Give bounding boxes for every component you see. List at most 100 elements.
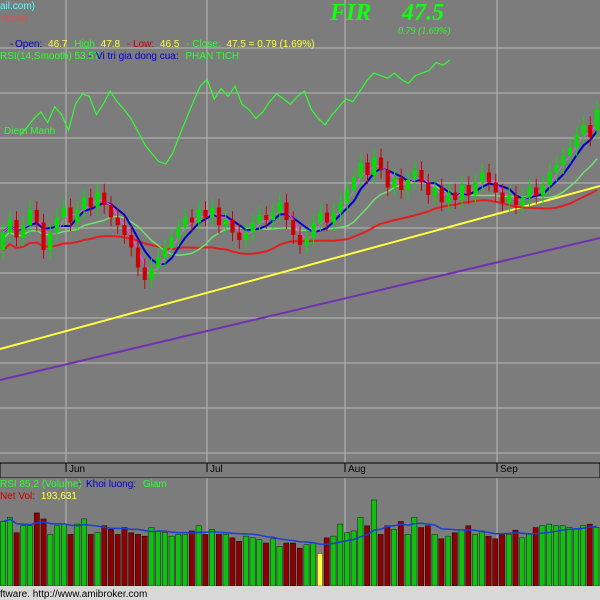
candle-body-10 (68, 207, 73, 223)
candle-46 (311, 213, 316, 247)
candle-body-78 (527, 187, 532, 198)
volume-bar-55 (371, 499, 377, 587)
candle-48 (324, 203, 330, 232)
volume-bar-72 (485, 535, 492, 587)
candle-body-47 (318, 212, 323, 223)
volume-bar-31 (209, 529, 215, 587)
candle-31 (210, 198, 215, 227)
volume-bar-66 (445, 535, 451, 587)
candle-37 (250, 213, 255, 242)
candle-body-70 (473, 182, 478, 195)
last-price: 47.5 (401, 0, 444, 26)
candle-body-56 (378, 157, 384, 170)
candle-body-69 (466, 185, 471, 195)
footer-band (0, 586, 600, 600)
volume-bar-23 (155, 530, 161, 587)
candle-body-22 (149, 267, 154, 280)
candle-7 (48, 223, 53, 259)
annotation-diem-manh: Diem Manh (4, 126, 55, 137)
volume-bar-8 (54, 525, 60, 587)
volume-bar-69 (465, 525, 472, 587)
candle-body-48 (324, 212, 330, 223)
volume-bar-88 (593, 527, 600, 587)
volume-bar-33 (222, 534, 229, 587)
candle-body-37 (250, 222, 255, 233)
tick-label-jul: Jul (210, 464, 223, 475)
candle-body-36 (243, 232, 249, 240)
volume-bar-60 (404, 534, 411, 587)
candle-24 (162, 238, 168, 267)
candle-14 (95, 183, 100, 217)
volume-bar-44 (296, 547, 303, 587)
candle-body-4 (27, 210, 33, 225)
candle-body-6 (41, 222, 46, 250)
volume-bar-37 (249, 537, 256, 587)
candle-10 (68, 198, 73, 232)
candle-65 (439, 178, 444, 212)
volume-bar-7 (47, 534, 54, 587)
candle-27 (183, 208, 188, 237)
candle-6 (41, 213, 46, 259)
candle-85 (574, 126, 579, 157)
volume-bar-59 (398, 521, 404, 587)
ma-vlong-line (0, 237, 600, 381)
candle-body-46 (311, 222, 316, 238)
candle-68 (459, 176, 465, 209)
volume-bar-14 (94, 532, 101, 587)
volume-bar-47 (317, 553, 323, 587)
candle-32 (216, 198, 222, 234)
candle-body-2 (14, 220, 19, 238)
vtg-value: PHAN TICH (185, 51, 239, 62)
candle-body-51 (345, 190, 350, 203)
rsi-partial-label: RSI(14,Smooth) 53.57 (0, 51, 100, 62)
volume-bar-56 (377, 534, 384, 587)
volume-bar-4 (27, 525, 33, 587)
candle-60 (405, 171, 411, 199)
candle-13 (88, 188, 93, 217)
candle-30 (203, 201, 208, 227)
candle-2 (14, 211, 19, 247)
candle-body-5 (34, 210, 39, 223)
volume-bar-24 (162, 532, 168, 587)
candle-87 (588, 116, 593, 147)
candle-36 (243, 223, 249, 249)
candle-34 (230, 211, 235, 242)
volume-bar-46 (310, 542, 317, 587)
candle-38 (257, 206, 262, 232)
candle-body-65 (439, 187, 444, 203)
candle-body-11 (75, 210, 80, 223)
candle-body-72 (486, 172, 492, 183)
volume-bar-79 (532, 527, 539, 587)
candle-0 (0, 223, 6, 259)
candle-body-43 (291, 220, 296, 235)
candle-40 (270, 203, 276, 229)
volume-bar-34 (229, 537, 236, 587)
volume-bar-20 (135, 534, 141, 587)
close-label: Close: (192, 39, 220, 50)
volume-bar-16 (108, 529, 114, 587)
candle-35 (237, 223, 242, 249)
khoi-luong-value: Giam (143, 479, 167, 490)
candle-81 (547, 163, 552, 194)
candle-3 (21, 216, 26, 247)
volume-bar-45 (303, 544, 310, 587)
volume-bar-71 (478, 530, 485, 587)
candle-body-35 (237, 232, 242, 240)
volume-bar-15 (101, 525, 108, 587)
candle-body-81 (547, 172, 552, 185)
candle-74 (500, 183, 505, 212)
candle-body-87 (588, 125, 593, 138)
candle-body-80 (540, 185, 546, 195)
candle-body-19 (129, 235, 134, 248)
candle-body-0 (0, 232, 6, 250)
candle-11 (75, 201, 80, 232)
candle-body-77 (520, 197, 525, 205)
candle-18 (122, 216, 127, 244)
candle-body-53 (358, 162, 363, 178)
ma-long-line (0, 185, 600, 350)
candle-33 (223, 211, 228, 234)
volume-bar-26 (175, 534, 182, 587)
candle-body-34 (230, 220, 235, 233)
volume-bar-18 (121, 527, 128, 587)
